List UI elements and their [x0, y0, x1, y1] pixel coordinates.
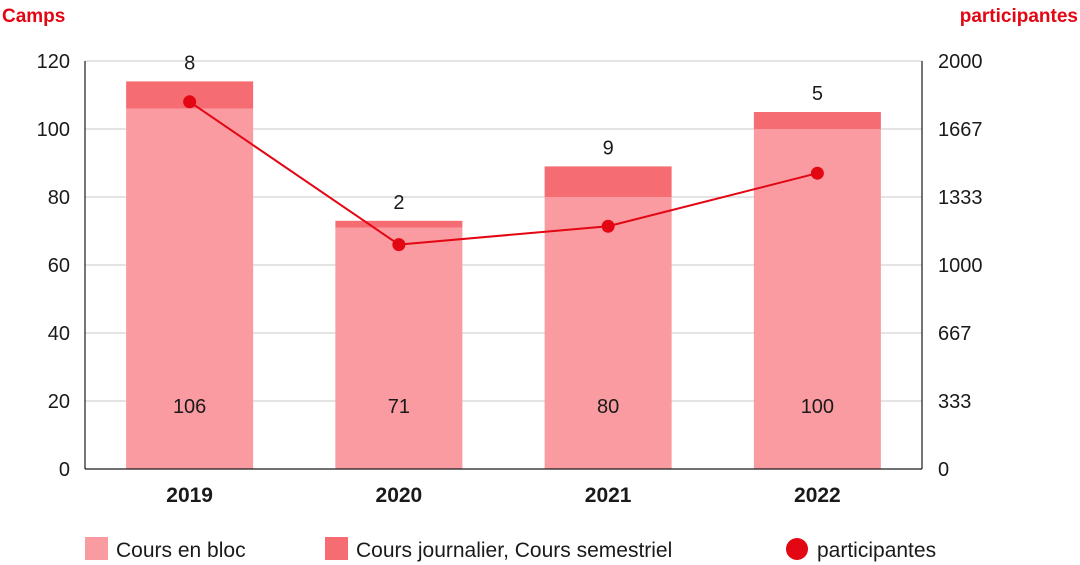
legend-swatch: [325, 537, 348, 560]
data-label-cours-journalier: 8: [184, 52, 195, 74]
category-label: 2019: [166, 484, 213, 507]
data-labels: 106 8 71 2 80 9 100 5: [173, 52, 834, 418]
right-tick-label: 1000: [938, 255, 983, 277]
legend-swatch: [786, 538, 808, 560]
bar-cours-en-bloc: [126, 108, 254, 469]
bar-cours-en-bloc: [753, 129, 881, 469]
left-tick-label: 100: [37, 119, 70, 141]
right-axis-title: participantes: [960, 6, 1078, 27]
left-tick-label: 120: [37, 51, 70, 73]
legend-label: Cours en bloc: [116, 539, 246, 562]
category-label: 2022: [794, 484, 841, 507]
axes: 0 20 40 60 80 100 120 0 333 667 1000 1333 1667 2000 20…: [37, 51, 983, 507]
data-label-cours-journalier: 9: [603, 137, 614, 159]
bar-cours-en-bloc: [335, 227, 463, 469]
left-tick-label: 60: [48, 255, 70, 277]
bar-cours-en-bloc: [544, 197, 672, 469]
left-tick-label: 0: [59, 459, 70, 481]
right-tick-label: 333: [938, 391, 971, 413]
right-tick-label: 1667: [938, 119, 983, 141]
participantes-polyline: [189, 100, 818, 246]
bars: [126, 81, 881, 469]
legend: Cours en bloc Cours journalier, Cours sem…: [85, 537, 936, 562]
left-tick-label: 20: [48, 391, 70, 413]
participantes-line: [183, 95, 824, 252]
legend-swatch: [85, 537, 108, 560]
right-tick-label: 1333: [938, 187, 983, 209]
participantes-point: [810, 166, 824, 180]
data-label-cours-journalier: 5: [812, 83, 823, 105]
bar-cours-journalier: [753, 112, 881, 129]
data-label-cours-en-bloc: 80: [597, 396, 619, 418]
left-axis-title: Camps: [2, 6, 65, 27]
legend-label: participantes: [817, 539, 936, 562]
bar-cours-journalier: [544, 166, 672, 197]
right-tick-label: 667: [938, 323, 971, 345]
category-label: 2021: [585, 484, 632, 507]
category-label: 2020: [376, 484, 423, 507]
participantes-point: [392, 238, 406, 252]
participantes-point: [183, 95, 197, 109]
data-label-cours-en-bloc: 100: [801, 396, 834, 418]
data-label-cours-en-bloc: 106: [173, 396, 206, 418]
right-tick-label: 0: [938, 459, 949, 481]
bar-cours-journalier: [335, 220, 463, 228]
participantes-point: [601, 219, 615, 233]
right-tick-label: 2000: [938, 51, 983, 73]
legend-label: Cours journalier, Cours semestriel: [356, 539, 672, 562]
data-label-cours-en-bloc: 71: [388, 396, 410, 418]
left-tick-label: 40: [48, 323, 70, 345]
data-label-cours-journalier: 2: [393, 192, 404, 214]
left-tick-label: 80: [48, 187, 70, 209]
